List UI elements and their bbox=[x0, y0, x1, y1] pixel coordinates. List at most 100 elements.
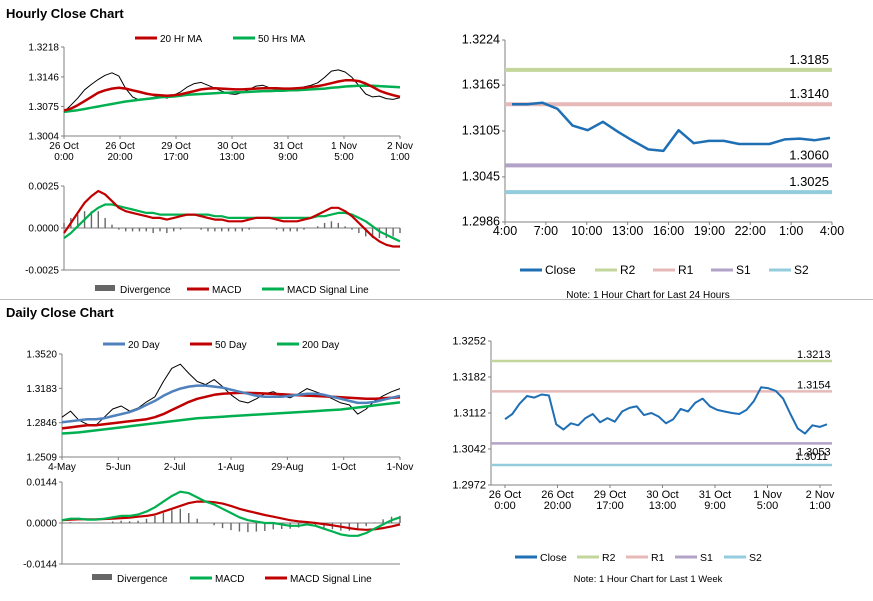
hourly-price-xtick-label: 2 Nov bbox=[387, 141, 413, 152]
daily-price-legend-label: 50 Day bbox=[215, 340, 247, 351]
hourly-price-xtick-label: 5:00 bbox=[334, 152, 354, 163]
daily-price-xtick-label: 1-Nov bbox=[387, 462, 414, 473]
daily-levels-legend-label: S1 bbox=[700, 552, 713, 564]
hourly-levels-legend-label: S2 bbox=[794, 263, 809, 277]
daily-macd-legend-label: MACD Signal Line bbox=[290, 574, 372, 585]
hourly-levels-s1-label: 1.3060 bbox=[789, 147, 829, 162]
daily-levels-note: Note: 1 Hour Chart for Last 1 Week bbox=[574, 574, 723, 585]
daily-macd-signal-line bbox=[61, 500, 401, 531]
hourly-levels-r2-label: 1.3185 bbox=[789, 52, 829, 67]
daily-levels-ytick-label: 1.3042 bbox=[452, 444, 486, 456]
daily-levels-xtick-label: 1 Nov bbox=[753, 489, 782, 501]
hourly-price-xtick-label: 26 Oct bbox=[105, 141, 135, 152]
hourly-levels-xtick-label: 19:00 bbox=[694, 224, 725, 238]
daily-levels-xtick-label: 17:00 bbox=[596, 500, 624, 512]
daily-price-legend-label: 200 Day bbox=[302, 340, 339, 351]
daily-levels-xtick-label: 2 Nov bbox=[806, 489, 835, 501]
daily-price-close-line bbox=[61, 363, 401, 426]
daily-macd-legend-swatch bbox=[92, 574, 112, 580]
hourly-price-ma20-line bbox=[63, 79, 401, 112]
daily-levels-r2-label: 1.3213 bbox=[797, 349, 831, 361]
hourly-price-xtick-label: 9:00 bbox=[278, 152, 298, 163]
daily-macd-legend-label: Divergence bbox=[117, 574, 168, 585]
hourly-price-xtick-label: 17:00 bbox=[163, 152, 188, 163]
daily-macd-ytick-label: 0.0000 bbox=[26, 519, 57, 530]
hourly-price-xtick-label: 31 Oct bbox=[273, 141, 303, 152]
hourly-levels-ytick-label: 1.3165 bbox=[462, 78, 500, 92]
daily-levels-xtick-label: 29 Oct bbox=[594, 489, 626, 501]
hourly-price-legend-label: 20 Hr MA bbox=[160, 34, 203, 45]
hourly-levels-legend-label: Close bbox=[545, 263, 576, 277]
hourly-price-xtick-label: 1:00 bbox=[390, 152, 410, 163]
hourly-levels-ytick-label: 1.3105 bbox=[462, 124, 500, 138]
daily-price-ytick-label: 1.2846 bbox=[26, 418, 57, 429]
daily-levels-r1-label: 1.3154 bbox=[797, 379, 831, 391]
daily-levels-s2-label: 1.3011 bbox=[795, 451, 828, 463]
daily-price-xtick-label: 4-May bbox=[48, 462, 76, 473]
hourly-price-ma50-line bbox=[63, 84, 401, 114]
hourly-price-xtick-label: 13:00 bbox=[219, 152, 244, 163]
hourly-levels-s2-label: 1.3025 bbox=[789, 174, 829, 189]
hourly-levels-ytick-label: 1.3045 bbox=[462, 169, 500, 183]
hourly-levels-ytick-label: 1.3224 bbox=[462, 33, 500, 47]
hourly-macd-legend-label: MACD Signal Line bbox=[287, 285, 369, 296]
hourly-levels-xtick-label: 13:00 bbox=[612, 224, 643, 238]
daily-levels-legend-label: Close bbox=[540, 552, 567, 564]
hourly-levels-xtick-label: 16:00 bbox=[653, 224, 684, 238]
daily-levels-xtick-label: 31 Oct bbox=[699, 489, 731, 501]
hourly-price-ytick-label: 1.3218 bbox=[28, 43, 59, 54]
hourly-levels-r1-label: 1.3140 bbox=[789, 86, 829, 101]
daily-price-xtick-label: 5-Jun bbox=[106, 462, 131, 473]
hourly-price-xtick-label: 20:00 bbox=[107, 152, 132, 163]
daily-levels-ytick-label: 1.3112 bbox=[453, 408, 486, 420]
daily-levels-xtick-label: 30 Oct bbox=[646, 489, 678, 501]
daily-price-ytick-label: 1.2509 bbox=[26, 453, 57, 464]
daily-price-ytick-label: 1.3183 bbox=[26, 384, 57, 395]
daily-levels-xtick-label: 26 Oct bbox=[541, 489, 573, 501]
daily-levels-legend-label: S2 bbox=[749, 552, 762, 564]
daily-price-ma200-line bbox=[61, 401, 401, 435]
daily-price-xtick-label: 1-Oct bbox=[331, 462, 356, 473]
daily-section-title: Daily Close Chart bbox=[6, 305, 114, 320]
daily-levels-xtick-label: 13:00 bbox=[649, 500, 677, 512]
hourly-price-xtick-label: 26 Oct bbox=[49, 141, 79, 152]
hourly-levels-xtick-label: 22:00 bbox=[735, 224, 766, 238]
daily-levels-close-line bbox=[504, 386, 828, 435]
hourly-macd-legend-swatch bbox=[95, 285, 115, 291]
daily-price-legend-label: 20 Day bbox=[128, 340, 160, 351]
daily-price-xtick-label: 2-Jul bbox=[164, 462, 186, 473]
hourly-price-ytick-label: 1.3004 bbox=[28, 132, 59, 143]
daily-macd-ytick-label: 0.0144 bbox=[26, 478, 57, 489]
hourly-levels-xtick-label: 7:00 bbox=[534, 224, 558, 238]
hourly-price-xtick-label: 1 Nov bbox=[331, 141, 357, 152]
daily-levels-ytick-label: 1.3182 bbox=[452, 372, 486, 384]
daily-macd-legend-label: MACD bbox=[215, 574, 244, 585]
daily-price-ma50-line bbox=[61, 391, 401, 430]
hourly-price-legend-label: 50 Hrs MA bbox=[258, 34, 306, 45]
hourly-levels-note: Note: 1 Hour Chart for Last 24 Hours bbox=[566, 290, 729, 301]
daily-levels-s1-label: 1.3053 bbox=[797, 446, 831, 458]
hourly-macd-legend-label: MACD bbox=[212, 285, 241, 296]
hourly-levels-ytick-label: 1.2986 bbox=[462, 215, 500, 229]
hourly-macd-ytick-label: 0.0000 bbox=[28, 224, 59, 235]
hourly-price-ytick-label: 1.3146 bbox=[28, 72, 59, 83]
hourly-levels-xtick-label: 1:00 bbox=[779, 224, 803, 238]
daily-levels-xtick-label: 1:00 bbox=[809, 500, 830, 512]
hourly-price-xtick-label: 0:00 bbox=[54, 152, 74, 163]
daily-price-xtick-label: 1-Aug bbox=[218, 462, 245, 473]
hourly-section-title: Hourly Close Chart bbox=[6, 6, 124, 21]
hourly-macd-ytick-label: 0.0025 bbox=[28, 182, 59, 193]
hourly-macd-ytick-label: -0.0025 bbox=[25, 266, 59, 277]
daily-levels-legend-label: R2 bbox=[602, 552, 616, 564]
hourly-levels-legend-label: R1 bbox=[678, 263, 694, 277]
daily-macd-ytick-label: -0.0144 bbox=[23, 560, 57, 571]
section-divider bbox=[0, 299, 873, 300]
daily-levels-xtick-label: 0:00 bbox=[494, 500, 515, 512]
hourly-price-close-line bbox=[63, 69, 401, 113]
hourly-levels-close-line bbox=[512, 101, 831, 153]
daily-price-ma20-line bbox=[61, 384, 401, 424]
hourly-macd-signal-line bbox=[63, 203, 401, 243]
daily-levels-ytick-label: 1.2972 bbox=[452, 480, 486, 492]
hourly-price-xtick-label: 30 Oct bbox=[217, 141, 247, 152]
